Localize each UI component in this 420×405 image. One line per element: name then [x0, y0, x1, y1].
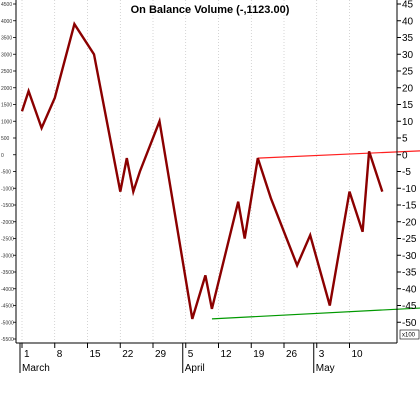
x-tick-label: 1: [24, 349, 30, 360]
y-right-tick-label: 45: [402, 0, 414, 11]
y-left-tick-label: -4500: [1, 304, 14, 310]
grid-layer: [21, 0, 350, 343]
y-right-tick-label: -35: [402, 268, 417, 279]
scale-label-box: [399, 329, 420, 340]
y-right-tick-label: 35: [402, 33, 414, 44]
y-left-tick-label: -500: [1, 170, 11, 176]
x-tick-label: 10: [352, 349, 364, 360]
axis-layer: [13, 0, 401, 373]
trendline-resistance: [257, 150, 420, 159]
y-right-tick-label: -30: [402, 251, 417, 262]
y-left-tick-label: -5000: [1, 320, 14, 326]
y-left-tick-label: -4000: [1, 287, 14, 293]
y-left-tick-label: 0: [1, 153, 4, 159]
y-left-tick-label: -1500: [1, 203, 14, 209]
y-right-tick-label: 5: [402, 134, 408, 145]
trendline-support: [211, 307, 420, 320]
y-right-tick-label: 15: [402, 100, 414, 111]
y-left-tick-label: 1000: [1, 119, 12, 125]
y-right-tick-label: -20: [402, 217, 417, 228]
y-left-tick-label: 500: [1, 136, 10, 142]
x-tick-label: 29: [155, 349, 167, 360]
y-right-tick-label: -40: [402, 284, 417, 295]
y-right-tick-label: -45: [402, 301, 417, 312]
obv-series-line: [20, 21, 384, 320]
x-tick-label: 5: [188, 349, 194, 360]
chart-title: On Balance Volume (-,1123.00): [131, 4, 290, 16]
y-right-tick-label: 25: [402, 67, 414, 78]
month-label: April: [185, 363, 205, 374]
trendline-layer: [211, 150, 420, 320]
x-tick-label: 19: [253, 349, 265, 360]
label-layer: 454035302520151050-5-10-15-20-25-30-35-4…: [1, 0, 420, 374]
y-left-tick-label: 3500: [1, 36, 12, 42]
y-left-tick-label: -5500: [1, 337, 14, 343]
y-left-tick-label: 3000: [1, 52, 12, 58]
y-left-tick-label: -2000: [1, 220, 14, 226]
series-layer: [20, 21, 384, 320]
y-left-tick-label: 2000: [1, 86, 12, 92]
y-right-tick-label: -10: [402, 184, 417, 195]
y-left-tick-label: 4500: [1, 2, 12, 8]
x-tick-label: 3: [319, 349, 325, 360]
y-left-tick-label: -3000: [1, 253, 14, 259]
y-left-tick-label: 4000: [1, 19, 12, 25]
y-right-tick-label: 30: [402, 50, 414, 61]
y-left-tick-label: -1000: [1, 186, 14, 192]
y-right-tick-label: -50: [402, 318, 417, 329]
y-left-tick-label: -3500: [1, 270, 14, 276]
x-tick-label: 22: [122, 349, 134, 360]
y-right-tick-label: 20: [402, 83, 414, 94]
month-label: March: [22, 363, 50, 374]
scale-label: x100: [402, 333, 416, 339]
plot-area: [16, 0, 397, 343]
y-right-tick-label: 0: [402, 150, 408, 161]
y-left-tick-label: 1500: [1, 103, 12, 109]
y-left-tick-label: -2500: [1, 237, 14, 243]
y-right-tick-label: -25: [402, 234, 417, 245]
y-right-tick-label: 40: [402, 16, 414, 27]
y-right-tick-label: 10: [402, 117, 414, 128]
x-tick-label: 12: [221, 349, 233, 360]
x-tick-label: 15: [90, 349, 102, 360]
y-left-tick-label: 2500: [1, 69, 12, 75]
x-tick-label: 8: [57, 349, 63, 360]
y-right-tick-label: -15: [402, 201, 417, 212]
month-label: May: [316, 363, 335, 374]
x-tick-label: 26: [286, 349, 298, 360]
y-right-tick-label: -5: [402, 167, 411, 178]
